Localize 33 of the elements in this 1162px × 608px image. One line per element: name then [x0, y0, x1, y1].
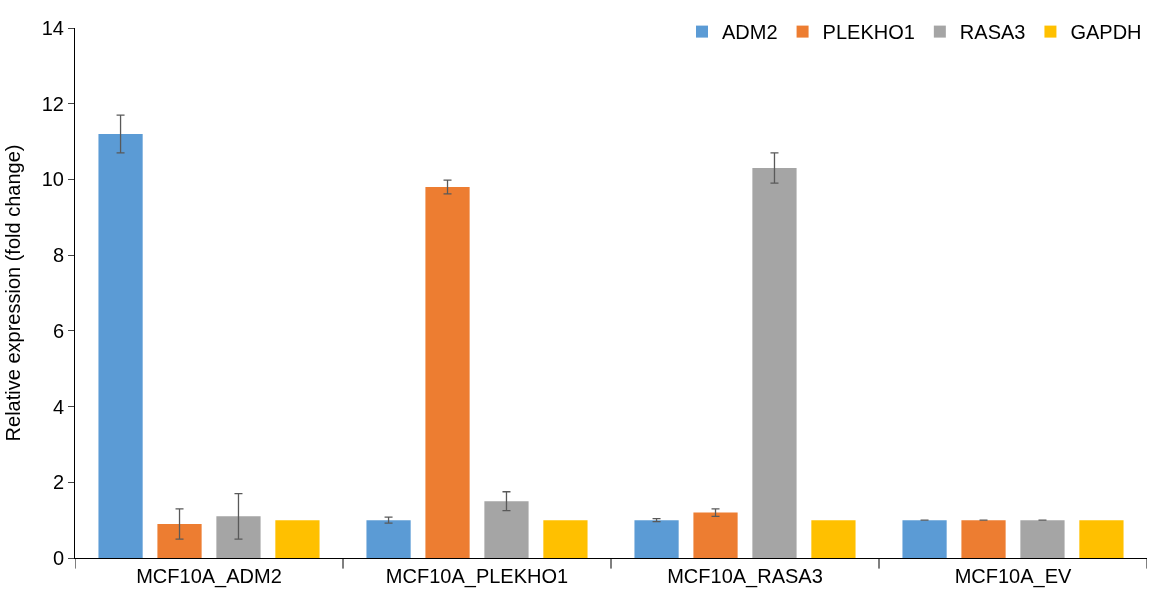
y-axis-title: Relative expression (fold change): [2, 144, 25, 442]
legend-label: RASA3: [959, 21, 1026, 44]
y-tick-label: 10: [41, 168, 64, 191]
bar: [275, 520, 320, 558]
x-tick-label: MCF10A_ADM2: [136, 565, 282, 588]
bar: [1020, 520, 1065, 558]
bar: [157, 523, 202, 558]
y-tick-label: 2: [52, 471, 64, 494]
y-tick-label: 8: [52, 244, 64, 267]
legend-label: GAPDH: [1070, 21, 1142, 44]
bar: [366, 520, 411, 558]
bar: [98, 134, 143, 558]
bar: [634, 520, 679, 558]
bar: [1079, 520, 1124, 558]
y-tick-label: 0: [52, 547, 64, 569]
bar: [961, 520, 1006, 558]
bar: [752, 168, 797, 558]
bar: [543, 520, 588, 558]
y-tick-label: 14: [41, 17, 64, 39]
x-tick-label: MCF10A_PLEKHO1: [385, 565, 569, 588]
bar: [216, 516, 261, 558]
y-tick-label: 6: [52, 319, 64, 342]
y-tick-label: 12: [41, 92, 64, 115]
bar: [693, 512, 738, 558]
bar: [484, 501, 529, 558]
y-tick-label: 4: [52, 395, 64, 418]
bar: [811, 520, 856, 558]
bar: [902, 520, 947, 558]
legend-label: ADM2: [722, 21, 778, 44]
legend-label: PLEKHO1: [822, 21, 915, 44]
x-tick-label: MCF10A_EV: [954, 565, 1073, 588]
x-tick-label: MCF10A_RASA3: [667, 565, 823, 588]
bar: [425, 187, 470, 558]
